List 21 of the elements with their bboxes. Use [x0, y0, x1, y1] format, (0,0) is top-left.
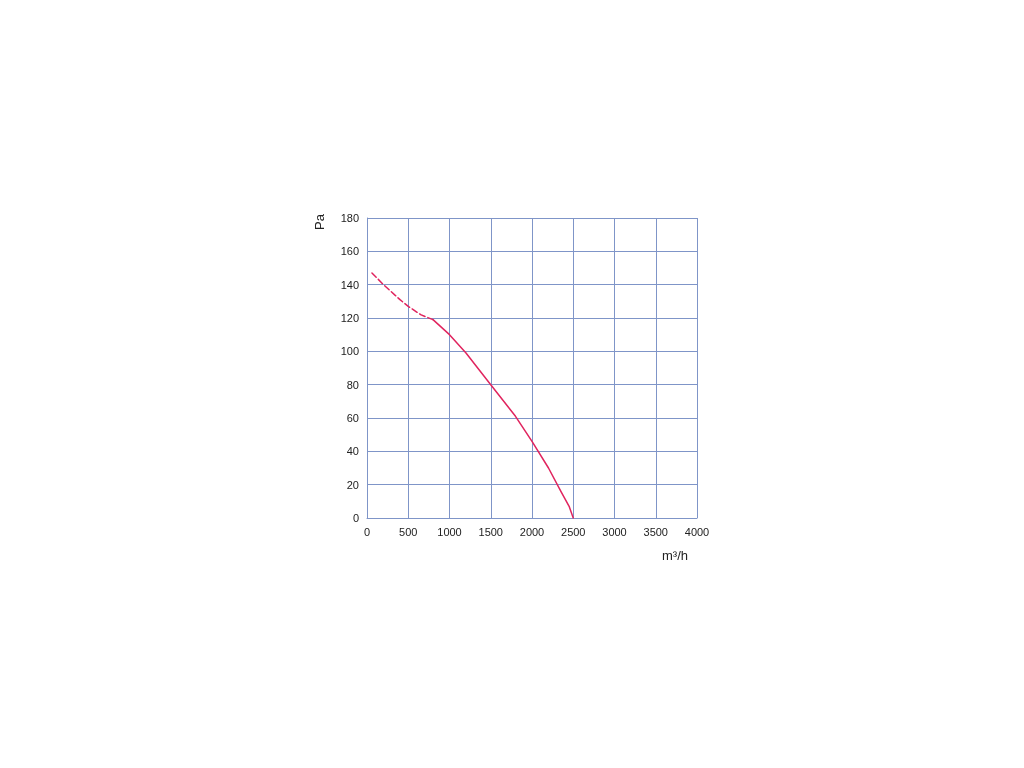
x-tick-label: 1500 [478, 525, 503, 538]
y-axis-title: Pa [312, 213, 327, 230]
y-tick-label: 80 [346, 378, 359, 391]
x-tick-label: 1000 [437, 525, 462, 538]
x-tick-label: 3500 [643, 525, 668, 538]
y-tick-label: 60 [346, 412, 359, 424]
y-tick-label: 100 [340, 345, 359, 358]
y-tick-label: 180 [340, 212, 359, 224]
x-tick-label: 500 [399, 525, 418, 538]
y-tick-label: 160 [340, 245, 359, 258]
y-tick-label: 0 [352, 512, 359, 524]
x-tick-label: 3000 [602, 525, 627, 538]
y-tick-label: 20 [346, 478, 359, 491]
x-axis-title: m³/h [662, 548, 688, 563]
x-tick-label: 2500 [561, 525, 586, 538]
x-tick-label: 4000 [684, 525, 710, 538]
y-tick-label: 140 [340, 278, 359, 291]
y-tick-label: 120 [340, 312, 359, 324]
y-tick-label: 40 [346, 445, 359, 458]
x-tick-label: 0 [363, 525, 371, 538]
x-tick-label: 2000 [519, 525, 545, 538]
